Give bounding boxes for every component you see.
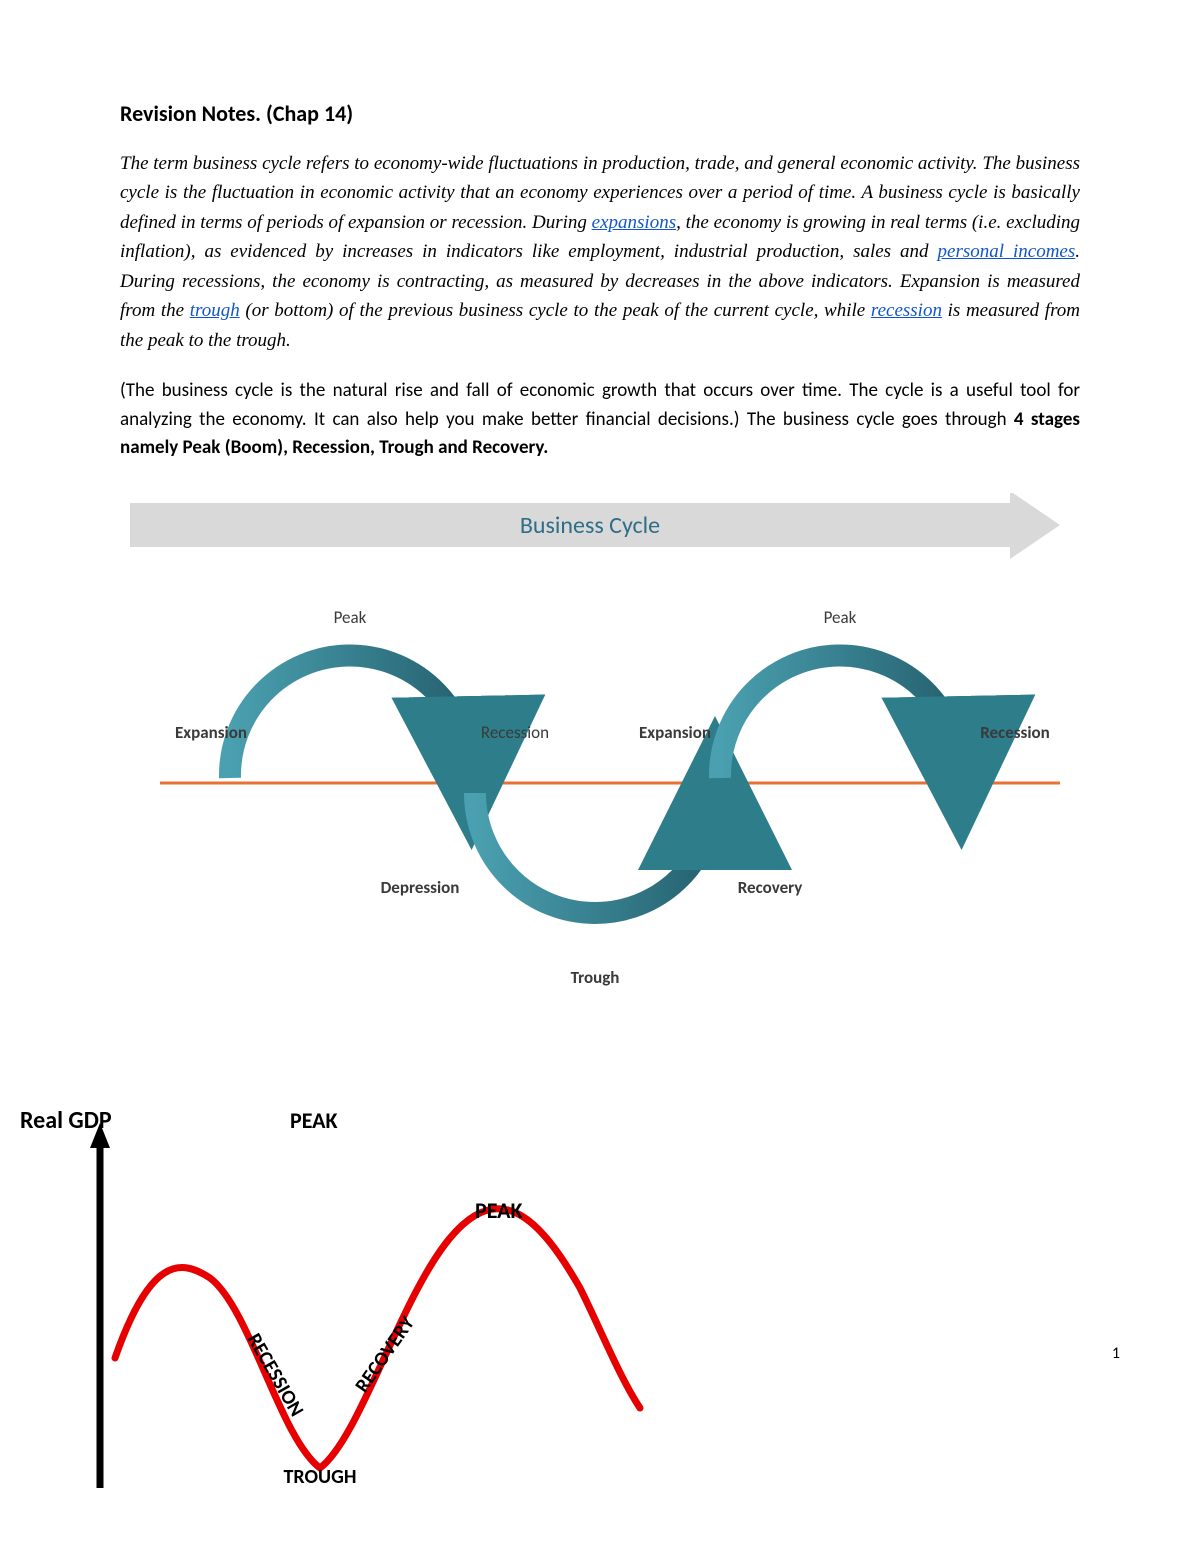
label-peak-1: Peak	[334, 607, 367, 628]
banner-arrowhead	[1010, 493, 1060, 559]
page-number: 1	[1112, 1344, 1120, 1363]
link-expansions[interactable]: expansions	[592, 212, 676, 233]
business-cycle-diagram: Business Cycle Peak Peak Expansion Reces…	[120, 493, 1080, 1018]
intro-paragraph: The term business cycle refers to econom…	[120, 149, 1080, 355]
business-cycle-svg: Business Cycle Peak Peak Expansion Reces…	[120, 493, 1080, 1013]
label-trough: Trough	[571, 967, 620, 988]
label-expansion-1: Expansion	[175, 722, 247, 743]
label-depression: Depression	[381, 877, 460, 898]
arc-upper-1	[230, 655, 470, 778]
label-recession-1: Recession	[481, 722, 549, 743]
label-recession-2: Recession	[980, 722, 1050, 743]
label-peak-2: Peak	[824, 607, 857, 628]
intro-text-4: (or bottom) of the previous business cyc…	[240, 300, 871, 321]
gdp-curve	[115, 1208, 640, 1467]
link-recession[interactable]: recession	[871, 300, 942, 321]
label-expansion-2: Expansion	[639, 722, 711, 743]
summary-text: (The business cycle is the natural rise …	[120, 379, 1080, 431]
axis-label-real-gdp: Real GDP	[20, 1106, 112, 1135]
banner-title: Business Cycle	[520, 511, 660, 540]
label-trough-big: TROUGH	[284, 1465, 357, 1488]
link-personal-incomes[interactable]: personal incomes	[938, 241, 1076, 262]
label-peak-big-1: PEAK	[290, 1107, 338, 1134]
document-page: Revision Notes. (Chap 14) The term busin…	[0, 0, 1200, 1553]
label-recession-big: RECESSION	[242, 1329, 309, 1421]
real-gdp-diagram: Real GDP PEAK PEAK TROUGH RECESSION RECO…	[20, 1078, 1080, 1493]
summary-paragraph: (The business cycle is the natural rise …	[120, 377, 1080, 463]
arc-lower	[475, 793, 715, 913]
label-recovery: Recovery	[738, 877, 803, 898]
real-gdp-svg: Real GDP PEAK PEAK TROUGH RECESSION RECO…	[20, 1078, 720, 1488]
link-trough[interactable]: trough	[190, 300, 240, 321]
arc-upper-2	[720, 655, 960, 778]
label-recovery-big: RECOVERY	[350, 1311, 420, 1397]
label-peak-big-2: PEAK	[475, 1197, 523, 1224]
page-title: Revision Notes. (Chap 14)	[120, 100, 1080, 127]
